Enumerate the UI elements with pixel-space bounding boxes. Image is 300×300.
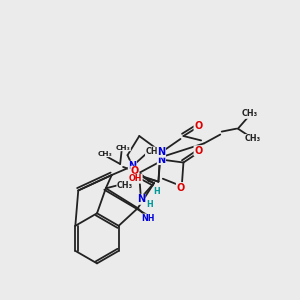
Text: CH₃: CH₃ (242, 110, 258, 118)
Text: CH₃: CH₃ (98, 151, 113, 157)
Text: N: N (128, 161, 136, 171)
Text: OH: OH (129, 174, 142, 183)
Text: O: O (176, 182, 184, 193)
Text: CH₃: CH₃ (117, 181, 133, 190)
Text: CH₃: CH₃ (146, 147, 162, 156)
Text: N: N (157, 147, 165, 157)
Text: N: N (137, 194, 145, 204)
Text: N: N (157, 154, 165, 165)
Text: O: O (194, 121, 202, 131)
Text: O: O (131, 166, 139, 176)
Text: H: H (154, 188, 160, 196)
Text: O: O (194, 146, 202, 156)
Text: CH₃: CH₃ (244, 134, 261, 143)
Text: H: H (146, 200, 153, 209)
Text: CH₃: CH₃ (116, 145, 130, 151)
Text: NH: NH (141, 214, 155, 223)
